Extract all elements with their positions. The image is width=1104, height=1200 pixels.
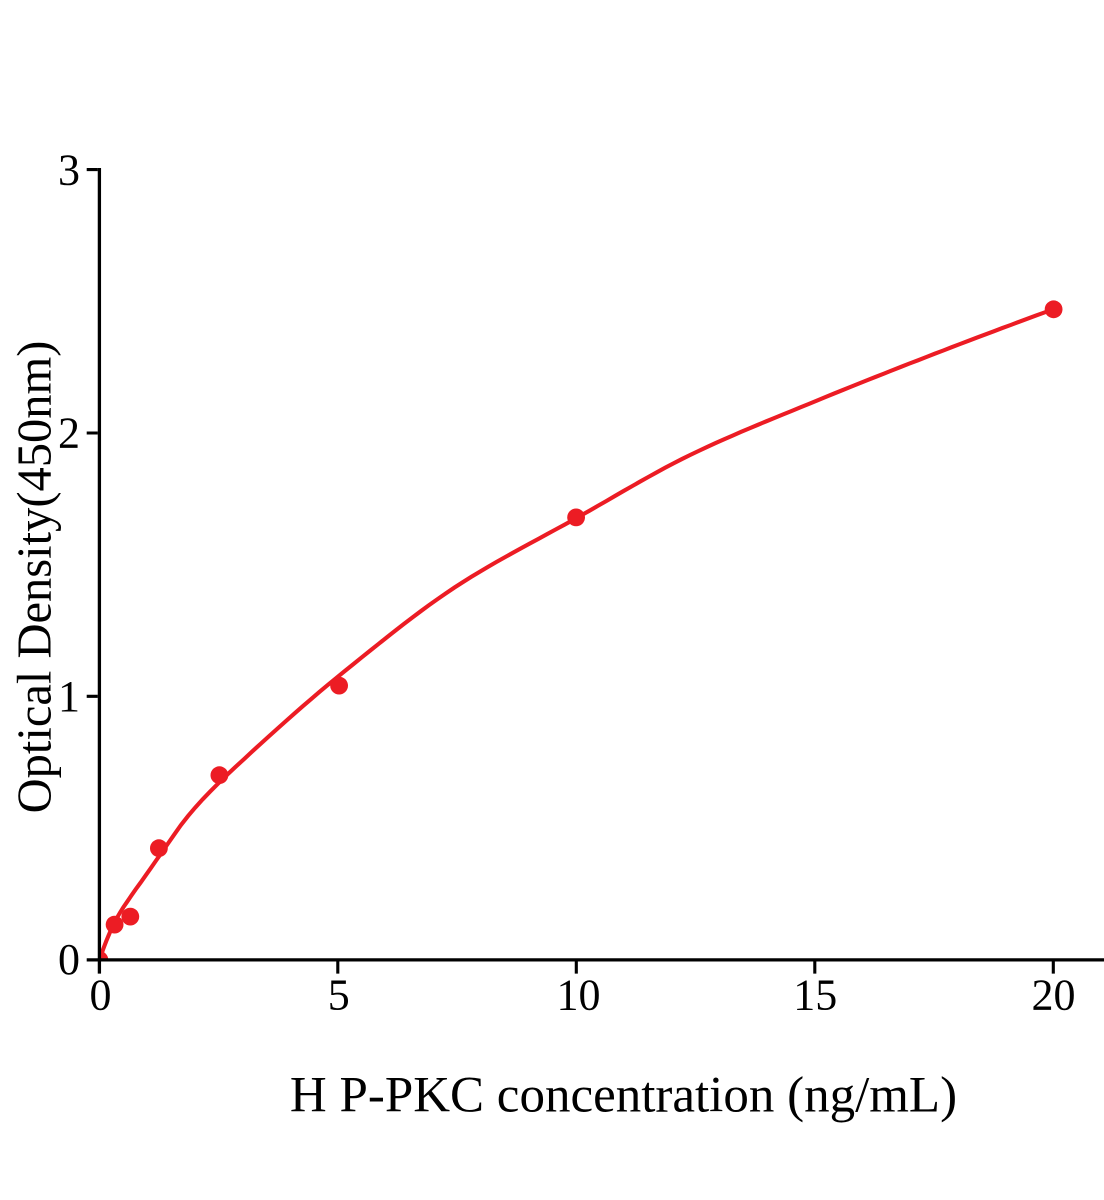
svg-text:15: 15 <box>793 971 837 1020</box>
svg-text:2: 2 <box>58 409 80 458</box>
svg-text:0: 0 <box>90 971 112 1020</box>
svg-text:0: 0 <box>58 935 80 984</box>
svg-text:10: 10 <box>557 971 601 1020</box>
svg-text:1: 1 <box>58 672 80 721</box>
svg-text:5: 5 <box>328 971 350 1020</box>
svg-text:Optical Density(450nm): Optical Density(450nm) <box>9 341 62 814</box>
svg-text:H P-PKC concentration (ng/mL): H P-PKC concentration (ng/mL) <box>290 1068 957 1124</box>
svg-text:3: 3 <box>58 145 80 194</box>
svg-text:20: 20 <box>1032 971 1076 1020</box>
